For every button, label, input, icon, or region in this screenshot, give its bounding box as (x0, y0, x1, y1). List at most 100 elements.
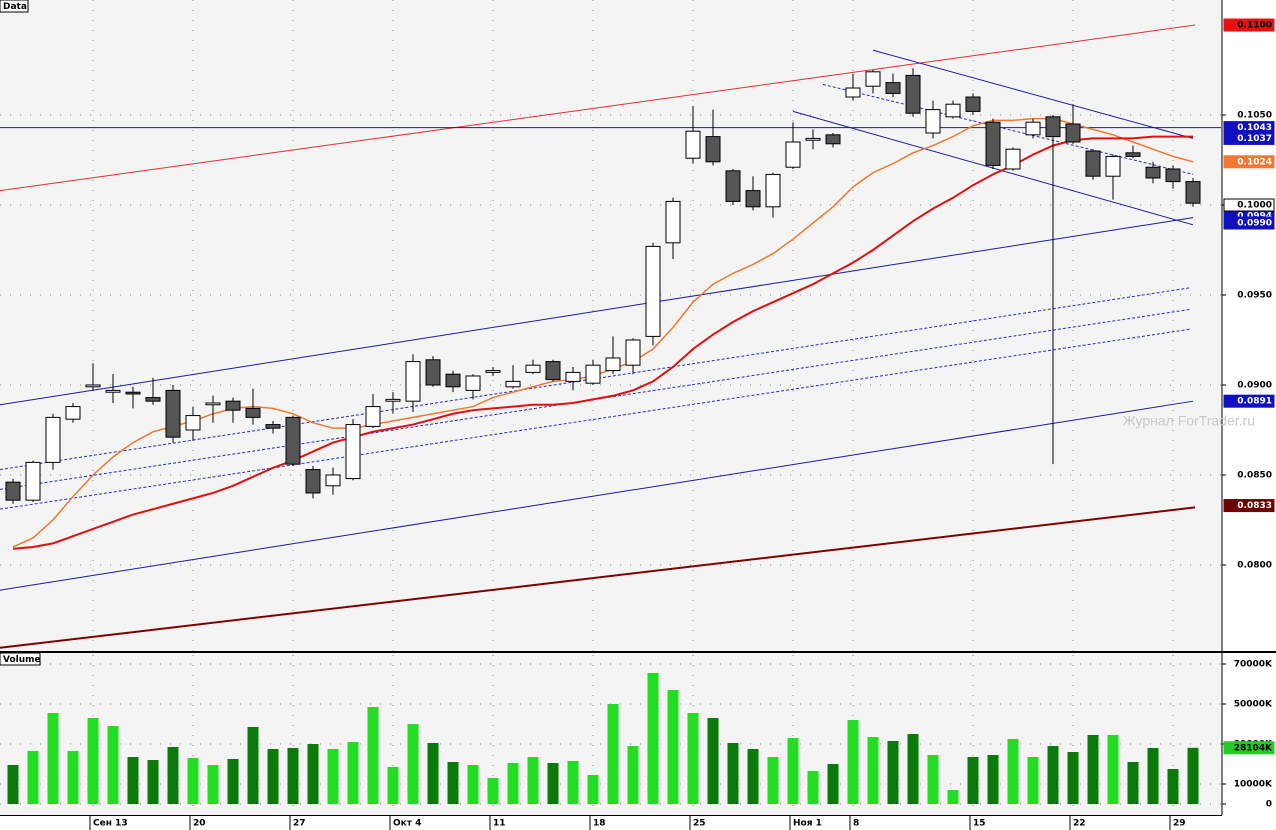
volume-bar (1167, 769, 1179, 804)
volume-bar (187, 758, 199, 804)
trendline (822, 83, 1194, 175)
price-label-box (1223, 741, 1275, 755)
price-label-box (1223, 155, 1275, 169)
volume-bar (987, 755, 999, 804)
volume-bar (927, 755, 939, 804)
candle-body (385, 398, 401, 402)
candle-body (545, 361, 561, 381)
volume-bar (887, 741, 899, 804)
x-tick-label: 29 (1173, 819, 1186, 829)
x-tick-label: 11 (493, 819, 506, 829)
candle-body (625, 339, 641, 366)
volume-bar (227, 759, 239, 804)
price-label: 0.0990 (1237, 218, 1272, 228)
volume-bar (207, 765, 219, 804)
volume-bar (547, 763, 559, 804)
volume-bar (1007, 739, 1019, 804)
y-tick-label: 0.1050 (1237, 111, 1272, 121)
volume-bar (1047, 746, 1059, 804)
candle-body (865, 71, 881, 87)
candle-body (205, 402, 221, 406)
trendline (0, 400, 1194, 591)
price-label: 0.1037 (1237, 134, 1272, 144)
title-box (0, 652, 41, 666)
candle-body (565, 371, 581, 382)
volume-bar (307, 744, 319, 804)
volume-bar (467, 765, 479, 804)
x-tick-label: Окт 4 (393, 819, 421, 829)
volume-bar (327, 749, 339, 804)
y-tick-label: 10000K (1234, 780, 1273, 790)
volume-bar (447, 762, 459, 804)
volume-bar (1107, 735, 1119, 804)
candle-body (365, 406, 381, 427)
x-tick-label: Сен 13 (93, 819, 128, 829)
volume-bar (167, 747, 179, 804)
price-label: 0.1043 (1237, 123, 1272, 133)
x-tick-label: 15 (973, 819, 986, 829)
volume-bar (1127, 762, 1139, 804)
price-label: 0.0891 (1237, 397, 1272, 407)
candle-body (425, 359, 441, 386)
candle-body (725, 170, 741, 202)
volume-bar (367, 707, 379, 804)
candle-body (1025, 121, 1041, 136)
candle-body (45, 416, 61, 463)
candle-body (745, 190, 761, 208)
volume-bar (647, 673, 659, 804)
volume-bar (7, 765, 19, 804)
volume-bar (527, 757, 539, 804)
price-label-box (1223, 18, 1275, 32)
price-label: 28104K (1234, 743, 1273, 753)
volume-bar (727, 743, 739, 804)
price-label-box (1223, 216, 1275, 230)
x-tick-label: Ноя 1 (793, 819, 822, 829)
volume-bar (947, 790, 959, 804)
candle-body (1065, 123, 1081, 143)
candle-body (85, 384, 101, 388)
candle-body (505, 380, 521, 388)
candle-body (125, 391, 141, 395)
chart-title: Data (3, 2, 27, 12)
y-tick-label: 0 (1266, 800, 1272, 810)
price-label: 0.0994 (1237, 211, 1272, 221)
volume-bar (387, 767, 399, 804)
volume-bar (267, 749, 279, 804)
volume-bar (787, 738, 799, 804)
price-label-box (1223, 499, 1275, 513)
x-tick-label: 22 (1073, 819, 1086, 829)
volume-bar (287, 748, 299, 804)
watermark: Журнал ForTrader.ru (1123, 413, 1255, 429)
candle-body (985, 121, 1001, 166)
candle-body (1105, 155, 1121, 177)
trendline (872, 49, 1194, 139)
volume-bar (27, 751, 39, 804)
candle-body (705, 136, 721, 163)
candle-body (885, 82, 901, 94)
volume-bar (87, 718, 99, 804)
candle-body (165, 389, 181, 438)
candle-body (465, 375, 481, 391)
candle-body (805, 137, 821, 141)
candle-body (325, 474, 341, 487)
volume-bar (67, 751, 79, 804)
candle-body (905, 74, 921, 114)
candle-body (5, 481, 21, 501)
volume-bar (107, 726, 119, 804)
candle-body (285, 416, 301, 465)
volume-bar (627, 746, 639, 804)
volume-bar (707, 718, 719, 804)
y-tick-label: 0.0900 (1237, 380, 1272, 390)
trendline (0, 217, 1194, 406)
candle-body (485, 370, 501, 373)
title-box (0, 0, 29, 13)
volume-bar (47, 713, 59, 804)
candle-body (1005, 148, 1021, 170)
price-label: 0.1100 (1237, 21, 1272, 31)
candle-body (825, 134, 841, 145)
volume-title: Volume (3, 655, 41, 665)
candle-body (965, 96, 981, 112)
price-label-box (1223, 198, 1275, 212)
